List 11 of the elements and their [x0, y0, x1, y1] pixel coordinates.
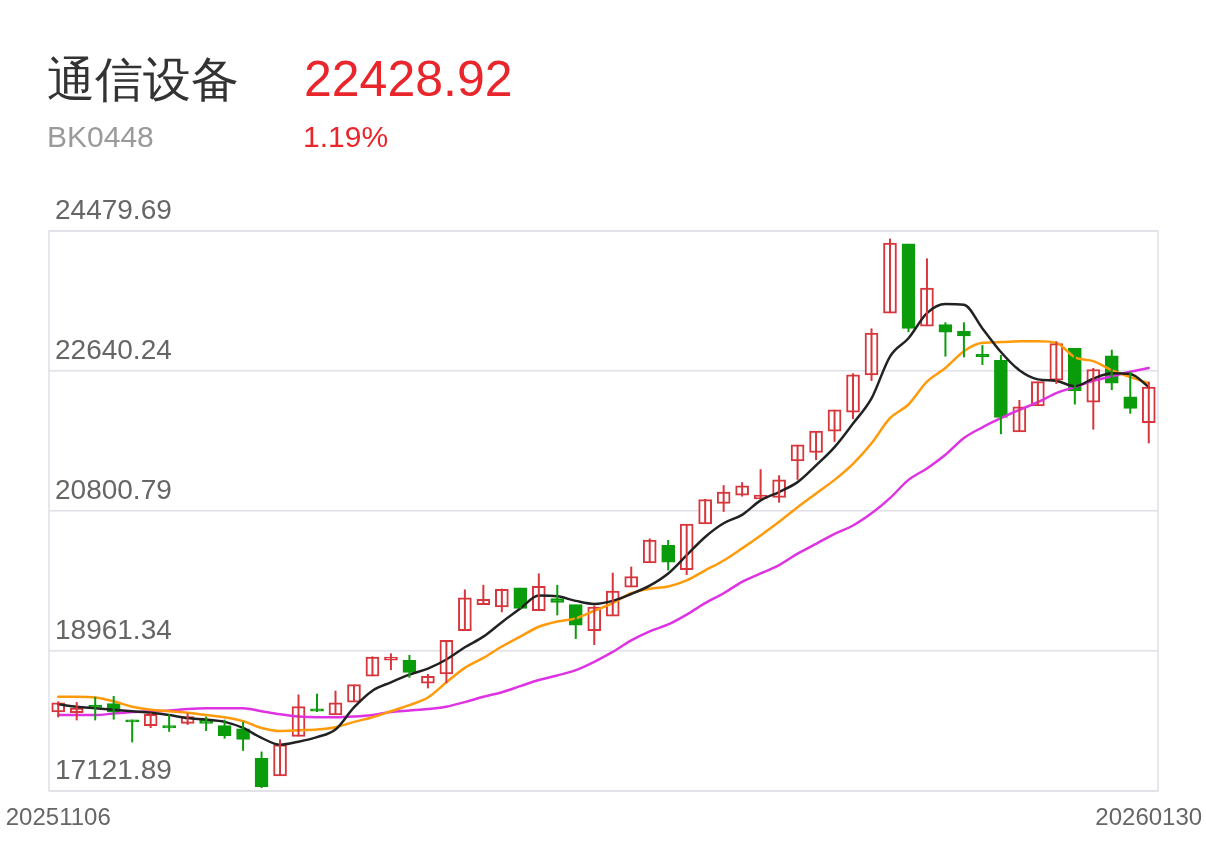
- y-tick-label: 22640.24: [55, 333, 172, 365]
- y-tick-label: 20800.79: [55, 473, 172, 505]
- x-tick-label: 20251106: [5, 802, 111, 830]
- y-tick-label: 24479.69: [55, 193, 172, 225]
- chart-title: 通信设备: [47, 53, 239, 106]
- y-tick-label: 17121.89: [55, 753, 172, 785]
- x-tick-label: 20260130: [1095, 802, 1203, 830]
- y-tick-label: 18961.34: [55, 613, 172, 645]
- text: 22428.92: [304, 51, 513, 107]
- chart-subtitle: BK0448: [47, 120, 154, 153]
- text: 1.19%: [303, 120, 389, 153]
